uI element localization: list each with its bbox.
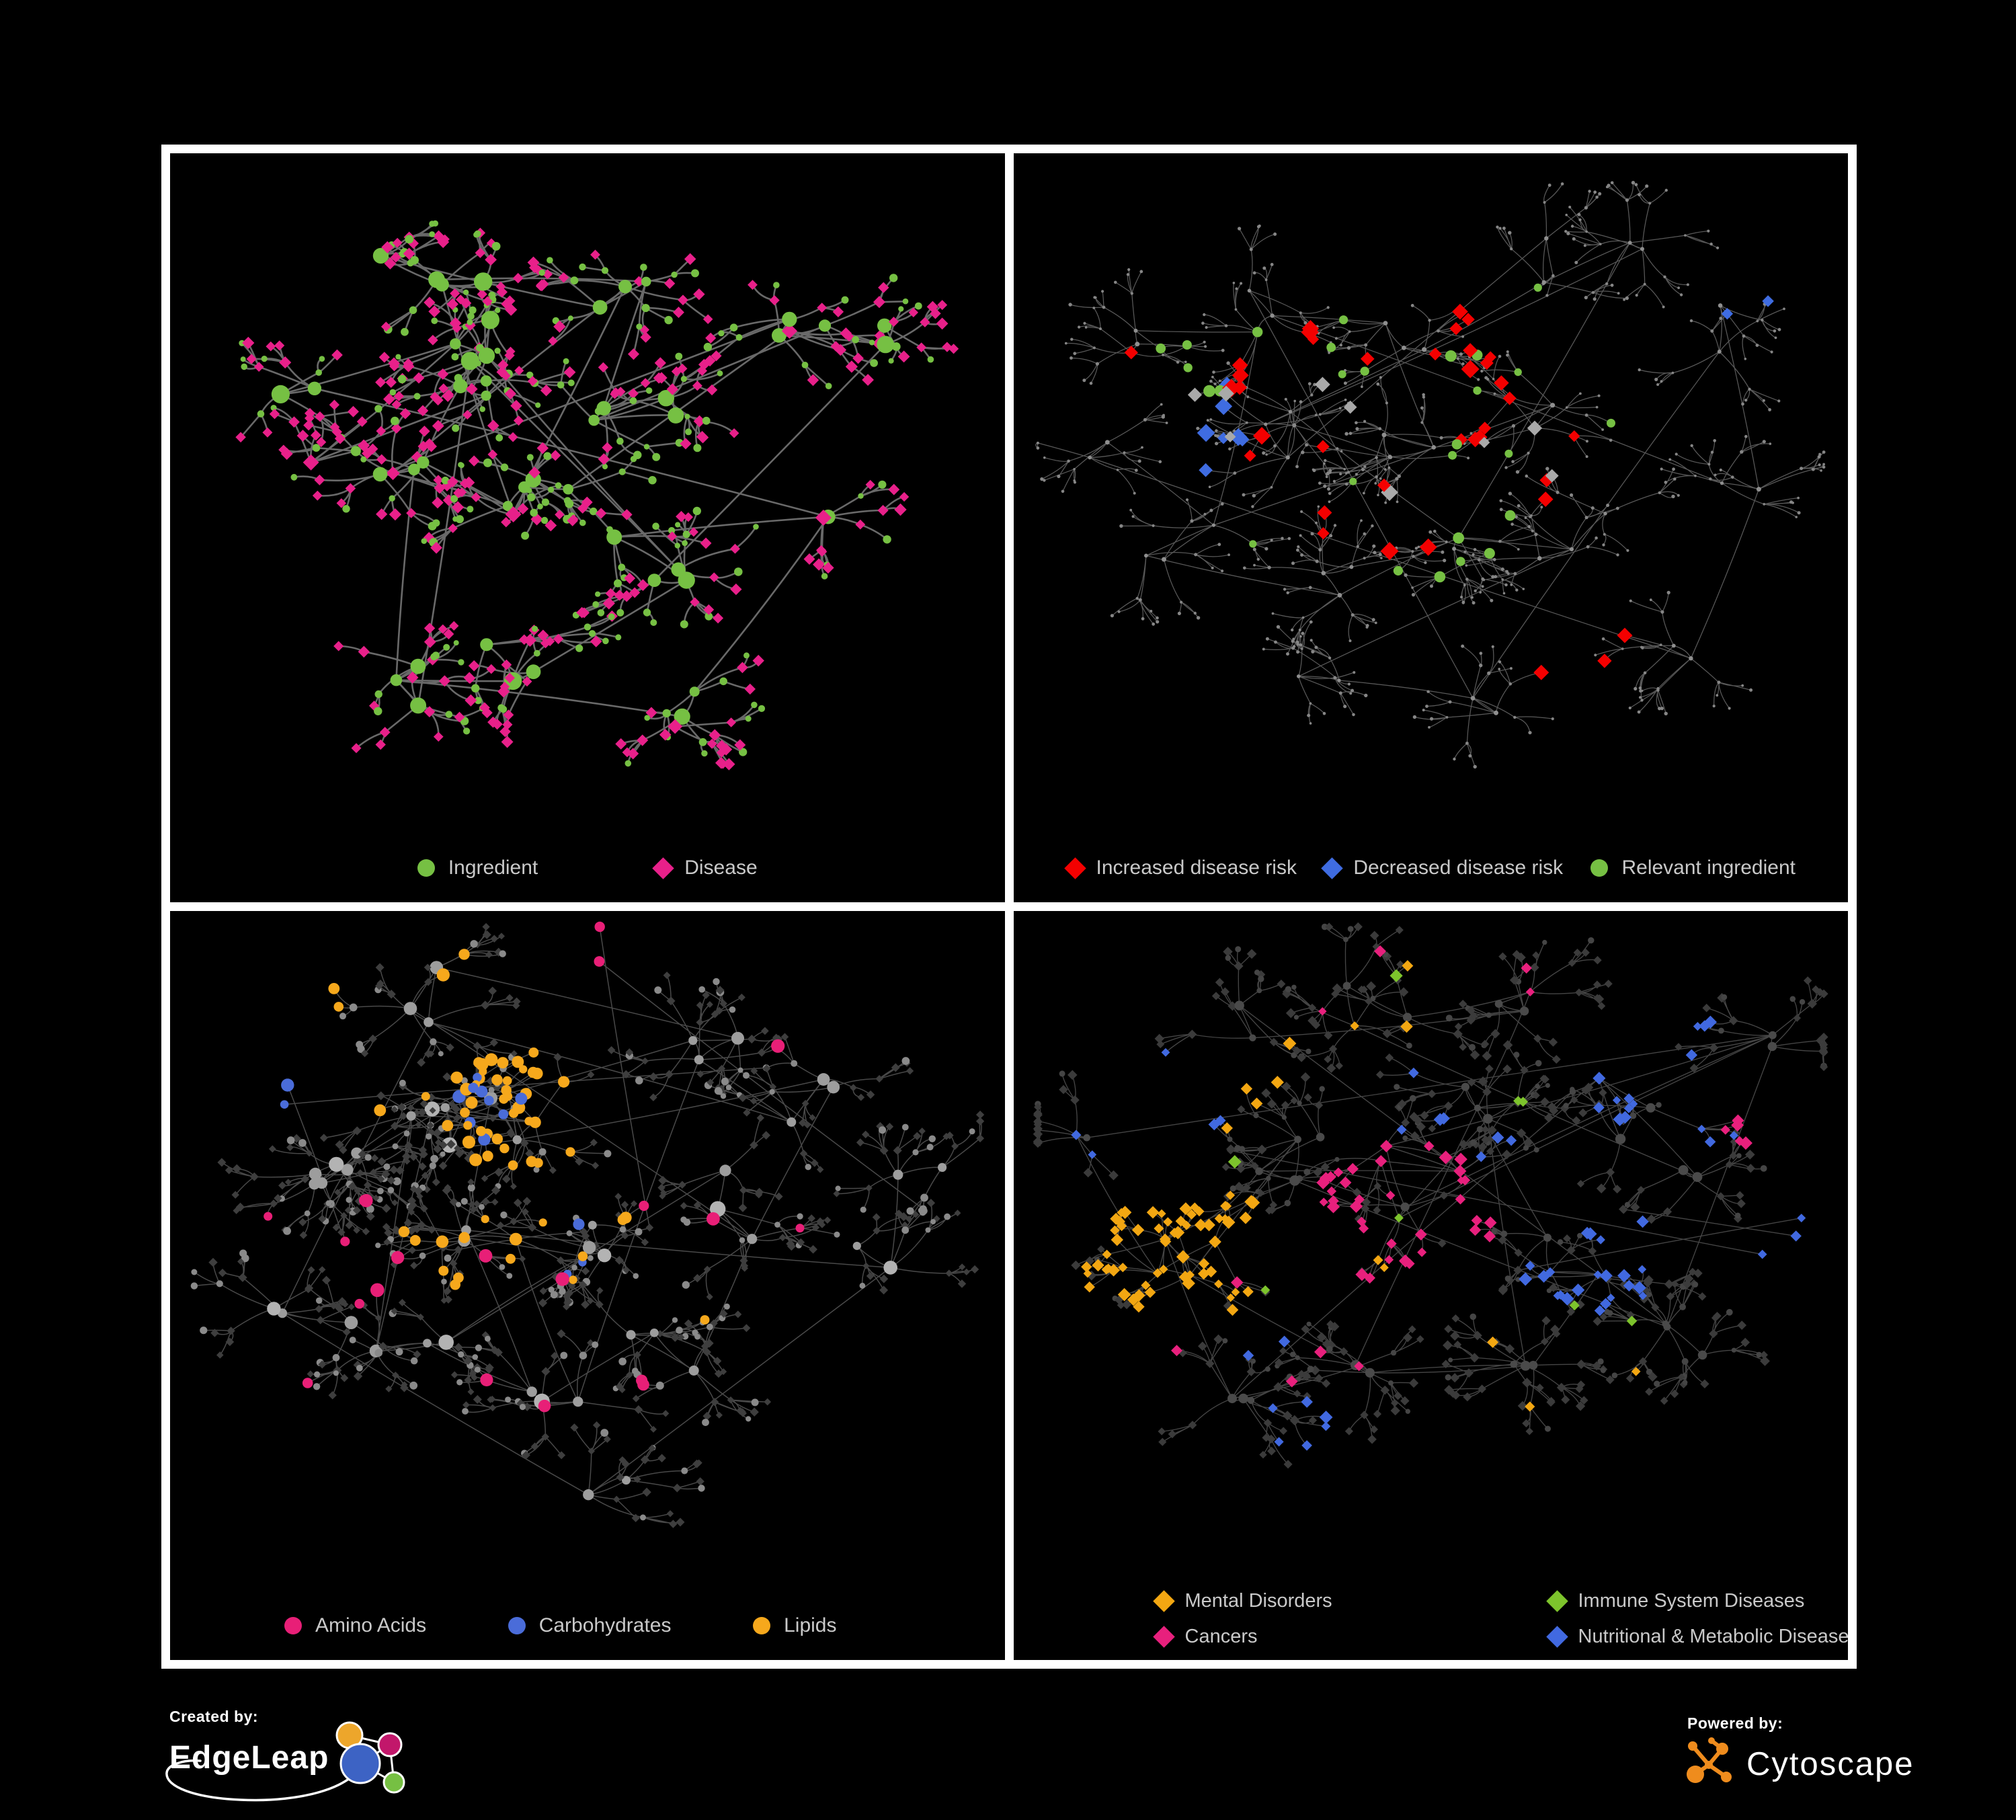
panel-ingredient-classes: Amino Acids Carbohydrates Lipids — [170, 911, 1005, 1660]
legend-label-immune-diseases: Immune System Diseases — [1578, 1590, 1805, 1612]
legend-label-amino-acids: Amino Acids — [315, 1614, 427, 1636]
legend-ingredient-classes: Amino Acids Carbohydrates Lipids — [170, 1614, 1005, 1637]
legend-item-carbohydrates: Carbohydrates — [508, 1614, 672, 1637]
legend-item-ingredient: Ingredient — [417, 857, 538, 879]
edgeleap-swoosh-icon — [165, 1753, 366, 1802]
legend-item-disease: Disease — [652, 857, 758, 879]
legend-label-nutritional-metabolic: Nutritional & Metabolic Diseases — [1578, 1626, 1849, 1647]
edgeleap-wordmark: EdgeLeap — [169, 1740, 329, 1776]
powered-by-label: Powered by: — [1687, 1714, 1783, 1732]
cytoscape-logo-icon — [1687, 1737, 1732, 1783]
legend-item-mental-disorders: Mental Disorders — [1152, 1590, 1549, 1612]
increased-risk-diamond-icon — [1063, 857, 1086, 879]
legend-label-cancers: Cancers — [1184, 1626, 1258, 1647]
legend-label-decreased-risk: Decreased disease risk — [1353, 857, 1564, 879]
mental-disorders-diamond-icon — [1152, 1590, 1175, 1612]
panel-disease-classes: Mental Disorders Immune System Diseases … — [1013, 911, 1849, 1660]
network-canvas-ingredient-classes — [190, 921, 985, 1528]
legend-label-disease: Disease — [684, 857, 758, 879]
legend-label-ingredient: Ingredient — [448, 857, 538, 879]
edgeleap-lockup: EdgeLeap — [165, 1721, 519, 1807]
legend-item-immune-diseases: Immune System Diseases — [1545, 1590, 1849, 1612]
legend-disease-risk: Increased disease risk Decreased disease… — [1014, 857, 1849, 879]
edgeleap-logo-icon — [335, 1721, 405, 1794]
legend-item-lipids: Lipids — [753, 1614, 837, 1637]
legend-item-decreased-risk: Decreased disease risk — [1321, 857, 1564, 879]
legend-item-cancers: Cancers — [1152, 1626, 1549, 1648]
panel-disease-risk: Increased disease risk Decreased disease… — [1013, 153, 1849, 902]
disease-diamond-icon — [652, 857, 675, 879]
network-canvas-disease-classes — [1033, 922, 1828, 1469]
cancers-diamond-icon — [1152, 1626, 1175, 1648]
legend-label-relevant-ingredient: Relevant ingredient — [1621, 857, 1796, 879]
network-canvas-ingredient-disease — [235, 220, 959, 770]
relevant-ingredient-circle-icon — [1590, 859, 1609, 877]
decreased-risk-diamond-icon — [1321, 857, 1344, 879]
panel-ingredient-disease: Ingredient Disease — [170, 153, 1005, 902]
legend-label-increased-risk: Increased disease risk — [1096, 857, 1297, 879]
legend-ingredient-disease: Ingredient Disease — [170, 857, 1005, 879]
legend-item-relevant-ingredient: Relevant ingredient — [1590, 857, 1796, 879]
cytoscape-lockup: Cytoscape — [1685, 1735, 1914, 1793]
legend-label-lipids: Lipids — [784, 1614, 837, 1636]
edgeleap-brand-block: Created by: EdgeLeap — [165, 1708, 519, 1815]
panel-grid: Ingredient Disease Increased disease ris… — [161, 145, 1857, 1669]
amino-acids-circle-icon — [284, 1617, 302, 1634]
created-by-label: Created by: — [169, 1708, 259, 1725]
legend-label-carbohydrates: Carbohydrates — [538, 1614, 672, 1636]
nutritional-metabolic-diamond-icon — [1545, 1626, 1568, 1648]
network-canvas-disease-risk — [1035, 181, 1825, 769]
ingredient-circle-icon — [417, 859, 435, 877]
lipids-circle-icon — [753, 1617, 771, 1634]
immune-diseases-diamond-icon — [1545, 1590, 1568, 1612]
legend-disease-classes: Mental Disorders Immune System Diseases … — [1152, 1590, 1849, 1648]
legend-label-mental-disorders: Mental Disorders — [1184, 1590, 1332, 1612]
carbohydrates-circle-icon — [508, 1617, 526, 1634]
legend-item-nutritional-metabolic: Nutritional & Metabolic Diseases — [1545, 1626, 1849, 1648]
legend-item-increased-risk: Increased disease risk — [1063, 857, 1297, 879]
cytoscape-brand-block: Powered by: Cytoscape — [1685, 1714, 1914, 1793]
legend-item-amino-acids: Amino Acids — [284, 1614, 426, 1637]
cytoscape-wordmark: Cytoscape — [1746, 1746, 1914, 1782]
